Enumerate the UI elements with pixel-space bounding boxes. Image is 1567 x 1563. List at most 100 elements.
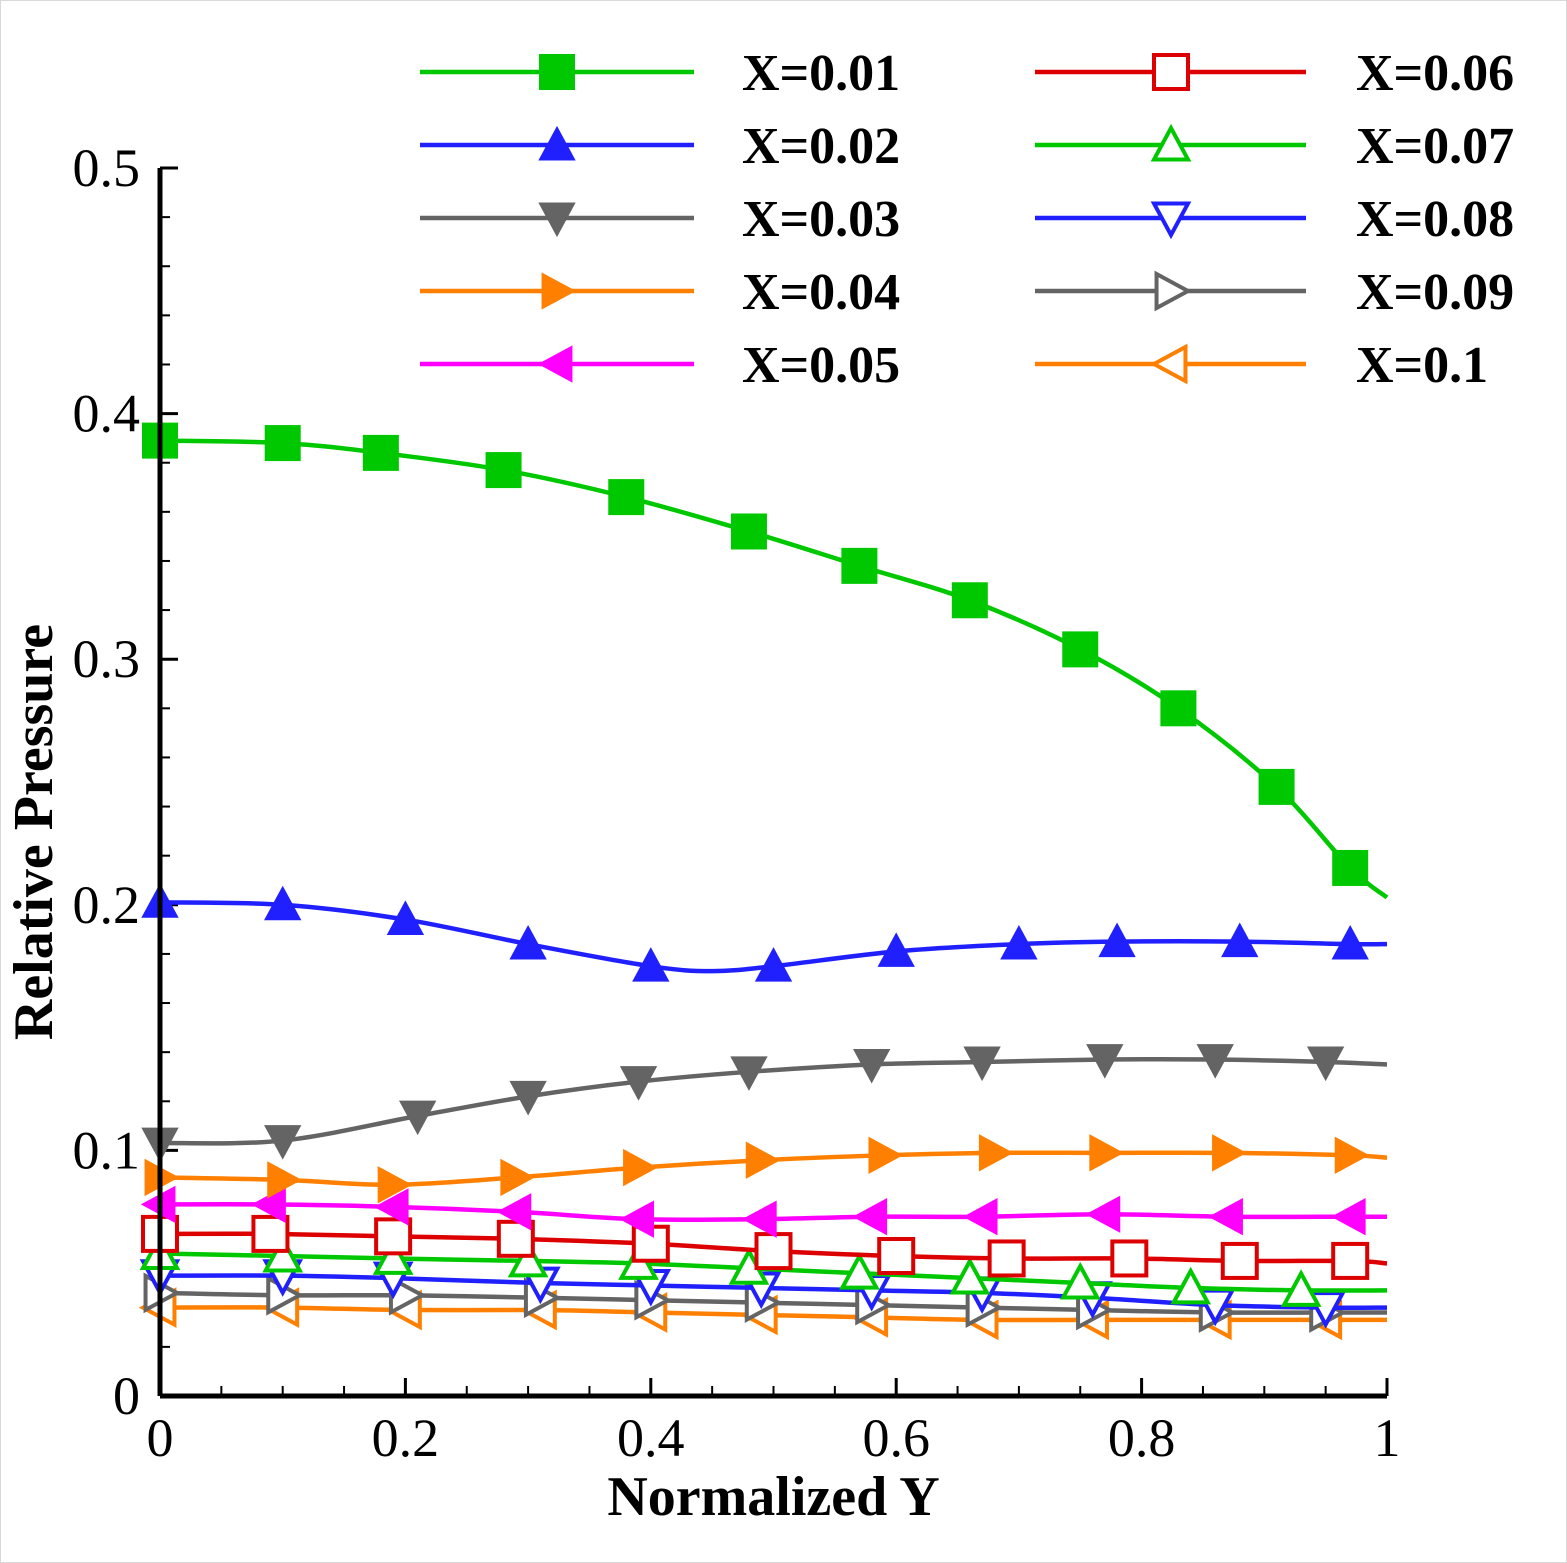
data-point-marker <box>1059 1261 1101 1300</box>
data-point-marker <box>1332 849 1369 886</box>
data-point-marker <box>877 1237 916 1276</box>
legend-label: X=0.06 <box>1356 45 1514 102</box>
data-point-marker <box>386 900 425 935</box>
data-point-marker <box>1000 924 1038 960</box>
data-point-marker <box>754 947 793 982</box>
series-X=0.01 <box>142 422 1389 900</box>
y-tick-label: 0 <box>113 1366 140 1426</box>
x-tick-label: 0 <box>147 1408 174 1468</box>
data-point-marker <box>362 434 399 471</box>
data-point-marker <box>509 924 547 960</box>
x-tick-label: 0.4 <box>617 1408 685 1468</box>
legend-marker <box>1152 53 1190 91</box>
data-point-marker <box>1110 1239 1149 1278</box>
data-point-marker <box>1089 1134 1124 1172</box>
legend-entry: X=0.02 <box>420 118 900 175</box>
legend-entry: X=0.03 <box>420 191 900 248</box>
legend-marker <box>1154 270 1193 312</box>
data-point-marker <box>745 1141 781 1179</box>
x-tick-label: 0.8 <box>1108 1408 1176 1468</box>
legend-label: X=0.04 <box>742 264 900 321</box>
legend-entry: X=0.04 <box>420 264 900 321</box>
data-point-marker <box>374 1217 413 1256</box>
series-line <box>159 438 1389 900</box>
legend-marker <box>1149 343 1188 385</box>
data-point-marker <box>949 1256 991 1295</box>
data-point-marker <box>1221 922 1259 958</box>
legend-label: X=0.07 <box>1356 118 1514 175</box>
data-point-marker <box>1062 631 1099 668</box>
data-point-marker <box>978 1134 1014 1172</box>
data-point-marker <box>1220 1241 1259 1280</box>
data-point-marker <box>1258 768 1295 805</box>
data-point-marker <box>632 947 670 982</box>
series-X=0.03 <box>141 1044 1388 1163</box>
data-point-marker <box>987 1239 1026 1278</box>
series-X=0.06 <box>141 1214 1388 1280</box>
legend-label: X=0.08 <box>1356 191 1514 248</box>
legend-entry: X=0.01 <box>420 45 900 102</box>
data-point-marker <box>264 1125 302 1160</box>
data-point-marker <box>839 1251 880 1290</box>
y-axis-title: Relative Pressure <box>3 624 65 1040</box>
series-X=0.05 <box>140 1185 1387 1238</box>
x-tick-label: 0.2 <box>372 1408 440 1468</box>
legend-label: X=0.02 <box>742 118 900 175</box>
legend-entry: X=0.07 <box>1035 118 1514 175</box>
data-point-marker <box>398 1100 437 1136</box>
data-point-marker <box>1085 1195 1121 1233</box>
data-point-marker <box>264 425 301 462</box>
data-point-marker <box>619 1200 654 1238</box>
data-point-marker <box>262 1234 304 1273</box>
data-point-marker <box>500 1158 535 1197</box>
legend-marker <box>1150 201 1192 240</box>
tick-labels: 0 0.2 0.4 0.6 0.8 1 0 0.1 0.2 0.3 0.4 0.5 <box>73 138 1401 1468</box>
data-point-marker <box>1098 922 1136 958</box>
data-point-marker <box>1331 924 1369 960</box>
legend-marker <box>538 202 576 238</box>
data-point-marker <box>374 1188 409 1226</box>
series-layer <box>138 422 1389 1341</box>
legend-marker <box>1150 123 1192 162</box>
data-point-marker <box>1170 1266 1212 1305</box>
data-point-marker <box>754 1232 793 1271</box>
legend-marker <box>541 272 577 310</box>
legend-label: X=0.01 <box>742 45 900 102</box>
data-point-marker <box>852 1048 891 1084</box>
x-tick-label: 0.6 <box>862 1408 930 1468</box>
legend-label: X=0.05 <box>742 337 900 394</box>
data-point-marker <box>742 1200 777 1238</box>
data-point-marker <box>963 1046 1001 1082</box>
data-point-marker <box>509 1080 547 1116</box>
legend-entry: X=0.05 <box>420 337 900 394</box>
series-X=0.02 <box>141 883 1388 982</box>
data-point-marker <box>1086 1044 1124 1079</box>
y-tick-label: 0.3 <box>73 629 141 689</box>
data-point-marker <box>496 1193 532 1231</box>
data-point-marker <box>877 932 915 967</box>
data-point-marker <box>507 1239 549 1278</box>
legend-marker <box>537 345 573 383</box>
series-line <box>159 1056 1388 1146</box>
data-point-marker <box>251 1214 290 1253</box>
data-point-marker <box>264 885 302 921</box>
legend-label: X=0.1 <box>1356 337 1488 394</box>
data-point-marker <box>1306 1046 1345 1082</box>
data-point-marker <box>485 452 522 489</box>
legend-marker <box>539 54 575 90</box>
legend-marker <box>538 125 576 161</box>
series-X=0.04 <box>144 1134 1388 1204</box>
data-point-marker <box>623 1148 658 1187</box>
data-point-marker <box>852 1198 888 1236</box>
legend: X=0.01 X=0.02 X=0.03 X=0.04 X=0.05 X=0.06 X=0.… <box>420 45 1514 394</box>
data-point-marker <box>730 1056 768 1091</box>
legend-entry: X=0.09 <box>1035 264 1514 321</box>
data-point-marker <box>1160 690 1197 727</box>
legend-entry: X=0.08 <box>1035 191 1514 248</box>
data-point-marker <box>267 1161 302 1199</box>
legend-entry: X=0.1 <box>1035 337 1488 394</box>
data-point-marker <box>962 1198 998 1236</box>
y-tick-label: 0.5 <box>73 138 141 198</box>
data-point-marker <box>951 582 988 619</box>
